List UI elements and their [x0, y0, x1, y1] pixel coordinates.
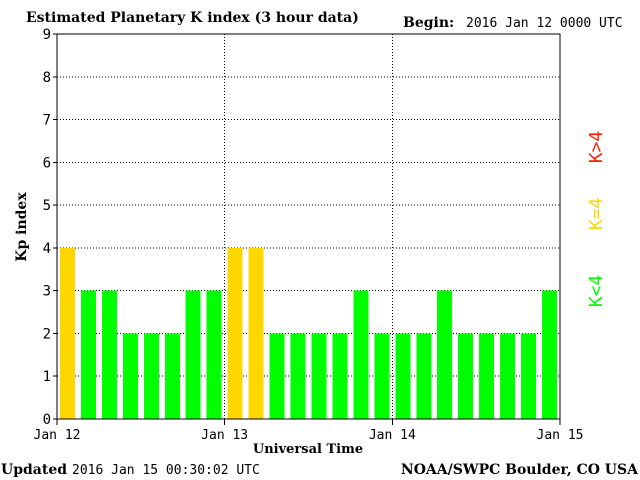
begin-value: 2016 Jan 12 0000 UTC	[466, 16, 623, 31]
kp-bar	[332, 333, 348, 419]
y-tick-label: 6	[43, 155, 51, 171]
y-tick-label: 5	[43, 198, 51, 214]
begin-label: Begin:	[403, 15, 454, 31]
kp-bar	[395, 333, 411, 419]
legend-k-equal-4: K=4	[586, 198, 607, 231]
source-credit: NOAA/SWPC Boulder, CO USA	[401, 462, 639, 478]
updated-value: 2016 Jan 15 00:30:02 UTC	[72, 463, 260, 478]
x-tick-label: Jan 14	[369, 428, 416, 443]
chart-title: Estimated Planetary K index (3 hour data…	[26, 10, 359, 26]
plot-frame	[56, 33, 561, 420]
kp-bar	[227, 247, 243, 419]
bars-layer	[59, 247, 558, 419]
kp-bar	[500, 333, 516, 419]
kp-bar	[542, 290, 558, 419]
y-tick-label: 4	[43, 241, 51, 257]
y-ticks-layer: 0 1 2 3 4 5 6 7 8 9	[43, 27, 57, 428]
kp-bar	[416, 333, 432, 419]
kp-bar	[185, 290, 201, 419]
x-ticks-layer: Jan 12 Jan 13 Jan 14 Jan 15	[34, 419, 584, 443]
legend-k-less-than-4: K<4	[586, 275, 607, 308]
kp-bar	[374, 333, 390, 419]
y-tick-label: 0	[43, 412, 51, 428]
kp-bar	[101, 290, 117, 419]
kp-bar	[248, 247, 264, 419]
y-axis-label: Kp index	[14, 192, 30, 262]
kp-bar	[437, 290, 453, 419]
x-axis-label: Universal Time	[253, 442, 363, 457]
kp-bar	[206, 290, 222, 419]
kp-bar	[479, 333, 495, 419]
y-tick-label: 8	[43, 70, 51, 86]
y-tick-label: 9	[43, 27, 51, 43]
kp-bar	[311, 333, 327, 419]
kp-bar	[521, 333, 537, 419]
kp-bar	[122, 333, 138, 419]
kp-bar	[80, 290, 96, 419]
x-tick-label: Jan 15	[537, 428, 584, 443]
y-tick-label: 2	[43, 326, 51, 342]
kp-bar	[59, 247, 75, 419]
y-tick-label: 3	[43, 284, 51, 300]
y-tick-label: 1	[43, 369, 51, 385]
updated-label: Updated	[1, 462, 67, 478]
kp-bar	[290, 333, 306, 419]
kp-bar	[269, 333, 285, 419]
x-tick-label: Jan 12	[34, 428, 81, 443]
grid-layer	[57, 33, 560, 419]
axes-layer	[56, 33, 561, 420]
kp-bar	[143, 333, 159, 419]
kp-bar	[353, 290, 369, 419]
legend-k-greater-than-4: K>4	[586, 131, 607, 164]
kp-bar	[458, 333, 474, 419]
kp-bar	[164, 333, 180, 419]
y-tick-label: 7	[43, 113, 51, 129]
x-tick-label: Jan 13	[201, 428, 248, 443]
